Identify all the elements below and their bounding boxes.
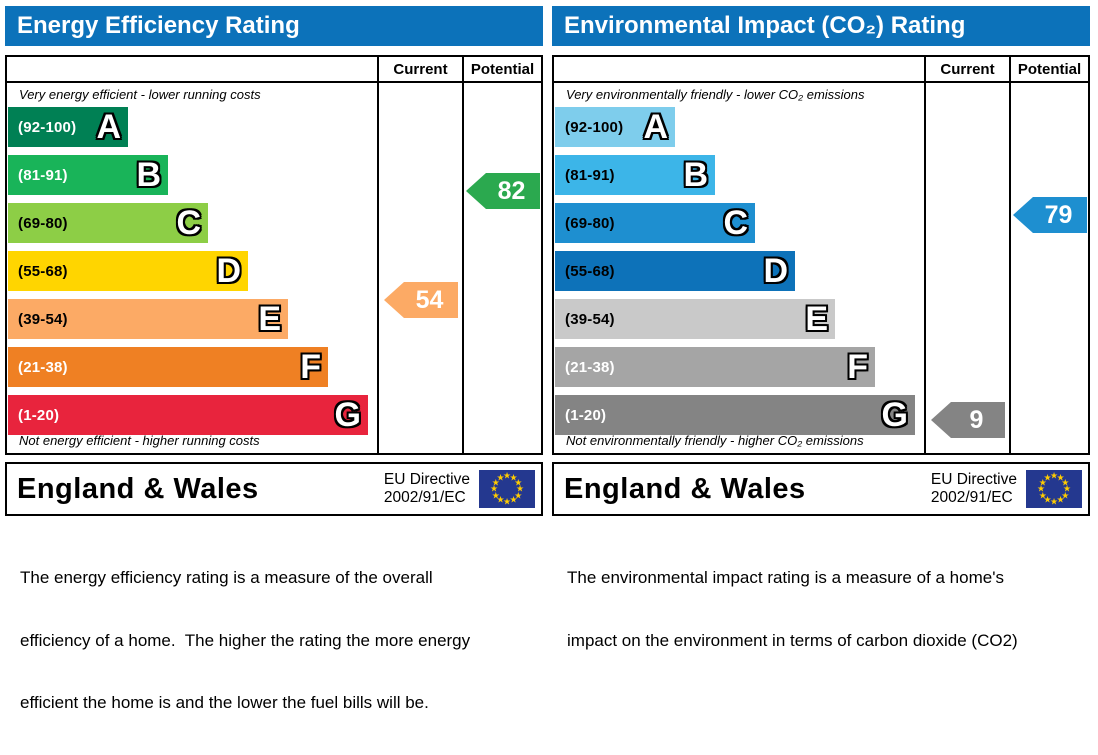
eu-flag-icon: ★ ★ ★ ★ ★ ★ ★ ★ ★ ★ ★ ★ (1026, 470, 1082, 508)
band-b: (81-91) B (8, 155, 168, 195)
eu-directive-line1: EU Directive (383, 471, 470, 489)
description-line: impact on the environment in terms of ca… (567, 630, 1018, 650)
environmental-current-arrow: 9 (931, 402, 1005, 438)
epc-rating-page: Energy Efficiency Rating Current Potenti… (5, 6, 1090, 712)
top-scale-caption: Very environmentally friendly - lower CO… (566, 87, 865, 102)
band-a-range: (92-100) (18, 118, 77, 136)
environmental-potential-arrow: 79 (1013, 197, 1087, 233)
band-e-letter: E (258, 300, 281, 338)
environmental-footer: England & Wales EU Directive 2002/91/EC … (552, 462, 1090, 516)
energy-rating-table: Current Potential Very energy efficient … (5, 55, 543, 455)
band-list: (92-100) A (81-91) B (69-80) C (55-68) (8, 107, 377, 435)
description-line: efficient the home is and the lower the … (20, 692, 429, 712)
environmental-impact-panel: Environmental Impact (CO₂) Rating Curren… (552, 6, 1090, 755)
eu-directive-line2: 2002/91/EC (383, 489, 466, 506)
environmental-current-value: 9 (969, 405, 984, 434)
band-f-range: (21-38) (565, 358, 615, 376)
current-column-header: Current (924, 57, 1009, 83)
band-c-range: (69-80) (565, 214, 615, 232)
energy-current-arrow: 54 (384, 282, 458, 318)
table-corner-cell (554, 57, 924, 83)
band-g: (1-20) G (8, 395, 368, 435)
band-b-range: (81-91) (18, 166, 68, 184)
description-line: efficiency of a home. The higher the rat… (20, 630, 471, 650)
band-f: (21-38) F (555, 347, 875, 387)
energy-description: The energy efficiency rating is a measur… (5, 516, 543, 755)
band-d-letter: D (216, 252, 241, 290)
band-d-range: (55-68) (18, 262, 68, 280)
band-a-range: (92-100) (565, 118, 624, 136)
band-e: (39-54) E (8, 299, 288, 339)
bottom-scale-caption: Not energy efficient - higher running co… (19, 433, 260, 448)
eu-directive-label: EU Directive 2002/91/EC (931, 471, 1017, 507)
band-e-range: (39-54) (565, 310, 615, 328)
band-a-letter: A (643, 108, 668, 146)
band-g-range: (1-20) (18, 406, 60, 424)
environmental-current-column: 9 (924, 83, 1009, 453)
band-c-letter: C (723, 204, 748, 242)
energy-potential-arrow: 82 (466, 173, 540, 209)
band-a: (92-100) A (8, 107, 128, 147)
region-label: England & Wales (564, 472, 806, 505)
band-e-letter: E (805, 300, 828, 338)
description-line: The energy efficiency rating is a measur… (20, 568, 433, 588)
environmental-rating-table: Current Potential Very environmentally f… (552, 55, 1090, 455)
environmental-potential-column: 79 (1009, 83, 1088, 453)
band-d-letter: D (763, 252, 788, 290)
band-f: (21-38) F (8, 347, 328, 387)
band-a-letter: A (96, 108, 121, 146)
band-d: (55-68) D (555, 251, 795, 291)
band-b: (81-91) B (555, 155, 715, 195)
band-c: (69-80) C (555, 203, 755, 243)
band-b-letter: B (683, 156, 708, 194)
energy-efficiency-panel: Energy Efficiency Rating Current Potenti… (5, 6, 543, 755)
environmental-panel-title: Environmental Impact (CO₂) Rating (552, 6, 1090, 46)
description-line: The environmental impact rating is a mea… (567, 568, 1004, 588)
energy-potential-column: 82 (462, 83, 541, 453)
band-f-range: (21-38) (18, 358, 68, 376)
band-c: (69-80) C (8, 203, 208, 243)
potential-column-header: Potential (1009, 57, 1088, 83)
environmental-band-chart: Very environmentally friendly - lower CO… (554, 83, 924, 453)
band-list: (92-100) A (81-91) B (69-80) C (55-68) (555, 107, 924, 435)
table-corner-cell (7, 57, 377, 83)
environmental-description: The environmental impact rating is a mea… (552, 516, 1090, 693)
energy-potential-value: 82 (497, 176, 526, 205)
band-e: (39-54) E (555, 299, 835, 339)
band-g-letter: G (334, 396, 361, 434)
eu-directive-label: EU Directive 2002/91/EC (384, 471, 470, 507)
energy-band-chart: Very energy efficient - lower running co… (7, 83, 377, 453)
energy-current-column: 54 (377, 83, 462, 453)
band-c-range: (69-80) (18, 214, 68, 232)
current-column-header: Current (377, 57, 462, 83)
band-g-letter: G (881, 396, 908, 434)
region-label: England & Wales (17, 472, 259, 505)
band-f-letter: F (847, 348, 868, 386)
band-d: (55-68) D (8, 251, 248, 291)
band-a: (92-100) A (555, 107, 675, 147)
potential-column-header: Potential (462, 57, 541, 83)
energy-current-value: 54 (415, 285, 444, 314)
band-b-range: (81-91) (565, 166, 615, 184)
bottom-scale-caption: Not environmentally friendly - higher CO… (566, 433, 864, 448)
band-c-letter: C (176, 204, 201, 242)
band-g-range: (1-20) (565, 406, 607, 424)
band-e-range: (39-54) (18, 310, 68, 328)
energy-panel-title: Energy Efficiency Rating (5, 6, 543, 46)
top-scale-caption: Very energy efficient - lower running co… (19, 87, 261, 102)
band-b-letter: B (136, 156, 161, 194)
eu-directive-line1: EU Directive (930, 471, 1017, 489)
band-f-letter: F (300, 348, 321, 386)
band-g: (1-20) G (555, 395, 915, 435)
band-d-range: (55-68) (565, 262, 615, 280)
eu-directive-line2: 2002/91/EC (930, 489, 1013, 506)
environmental-potential-value: 79 (1044, 200, 1073, 229)
eu-flag-icon: ★ ★ ★ ★ ★ ★ ★ ★ ★ ★ ★ ★ (479, 470, 535, 508)
energy-footer: England & Wales EU Directive 2002/91/EC … (5, 462, 543, 516)
